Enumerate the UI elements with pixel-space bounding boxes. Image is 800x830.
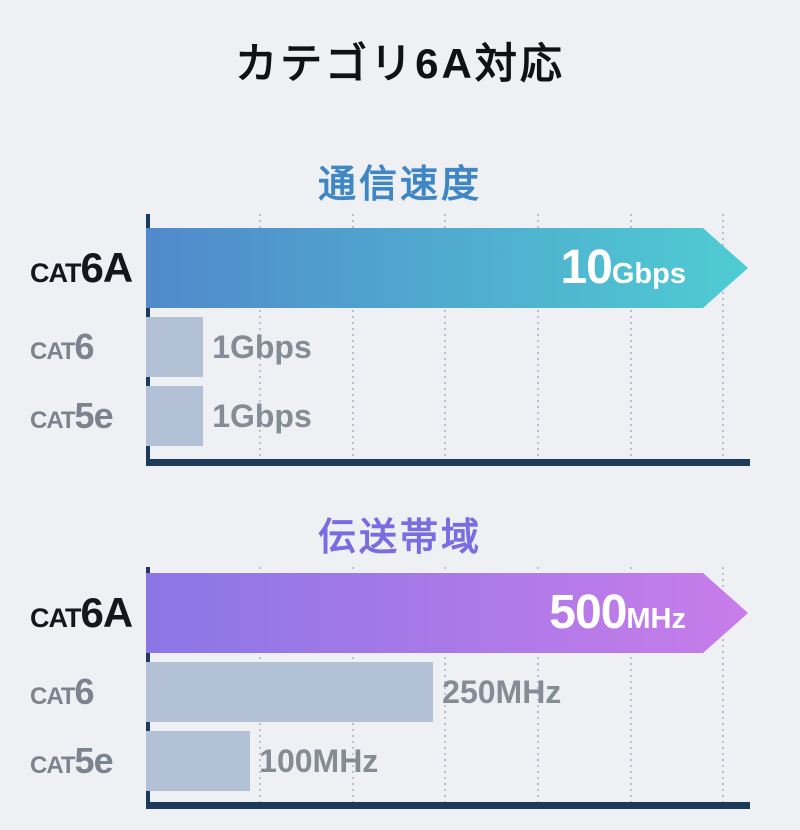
category-label-cat6: CAT6 bbox=[0, 329, 146, 365]
bandwidth-chart-title: 伝送帯域 bbox=[317, 517, 482, 559]
bandwidth-chart: 伝送帯域 CAT6A 500MHz bbox=[0, 506, 800, 809]
gridline bbox=[352, 214, 354, 459]
category-label-cat6a: CAT6A bbox=[0, 592, 146, 634]
gridline bbox=[630, 214, 632, 459]
bar-zone: 1Gbps bbox=[146, 386, 748, 446]
category-label-cat6: CAT6 bbox=[0, 674, 146, 710]
category-name: 5e bbox=[74, 740, 114, 781]
category-prefix: CAT bbox=[30, 258, 81, 288]
page-title: カテゴリ6A対応 bbox=[235, 40, 565, 87]
bar-zone: 250MHz bbox=[146, 662, 748, 722]
speed-row-cat6a: CAT6A 10Gbps bbox=[0, 228, 748, 308]
category-prefix: CAT bbox=[30, 407, 76, 434]
bandwidth-rows: CAT6A 500MHz CAT6 250MHz bbox=[0, 573, 748, 791]
speed-chart-title: 通信速度 bbox=[317, 164, 482, 206]
bar-value-label: 1Gbps bbox=[212, 398, 312, 434]
category-prefix: CAT bbox=[30, 603, 81, 633]
gridline bbox=[259, 214, 261, 459]
value-unit: MHz bbox=[626, 603, 686, 635]
bar-zone: 10Gbps bbox=[146, 228, 748, 308]
bar-cat6a-bandwidth: 500MHz bbox=[146, 573, 748, 653]
category-name: 6A bbox=[80, 244, 134, 291]
bar-zone: 100MHz bbox=[146, 731, 748, 791]
category-name: 6A bbox=[80, 589, 134, 636]
infographic-page: カテゴリ6A対応 通信速度 CAT6A 10Gbps bbox=[0, 30, 800, 830]
x-axis-line bbox=[146, 802, 750, 809]
value-number: 10 bbox=[560, 241, 612, 294]
bandwidth-chart-plot: CAT6A 500MHz CAT6 250MHz bbox=[0, 567, 800, 809]
category-prefix: CAT bbox=[30, 752, 76, 779]
category-label-cat6a: CAT6A bbox=[0, 247, 146, 289]
gridline bbox=[444, 214, 446, 459]
speed-chart-plot: CAT6A 10Gbps CAT6 1Gbps bbox=[0, 214, 800, 466]
speed-row-cat6: CAT6 1Gbps bbox=[0, 317, 748, 377]
category-label-cat5e: CAT5e bbox=[0, 398, 146, 434]
gridline bbox=[722, 567, 724, 802]
bar-cat6a-speed: 10Gbps bbox=[146, 228, 748, 308]
speed-chart: 通信速度 CAT6A 10Gbps bbox=[0, 153, 800, 466]
speed-rows: CAT6A 10Gbps CAT6 1Gbps bbox=[0, 228, 748, 446]
bar-value-label: 500MHz bbox=[549, 589, 686, 637]
category-name: 5e bbox=[74, 395, 114, 436]
category-name: 6 bbox=[74, 671, 95, 712]
bar-zone: 1Gbps bbox=[146, 317, 748, 377]
speed-row-cat5e: CAT5e 1Gbps bbox=[0, 386, 748, 446]
bar-value-label: 250MHz bbox=[442, 674, 562, 710]
bar-value-label: 10Gbps bbox=[560, 244, 686, 292]
bandwidth-row-cat6: CAT6 250MHz bbox=[0, 662, 748, 722]
value-unit: Gbps bbox=[611, 258, 686, 290]
bar-value-label: 1Gbps bbox=[212, 329, 312, 365]
value-number: 500 bbox=[549, 586, 627, 639]
category-prefix: CAT bbox=[30, 683, 76, 710]
x-axis-line bbox=[146, 459, 750, 466]
bar-cat6-bandwidth bbox=[146, 662, 434, 722]
bar-value-label: 100MHz bbox=[259, 743, 379, 779]
bandwidth-row-cat6a: CAT6A 500MHz bbox=[0, 573, 748, 653]
bar-zone: 500MHz bbox=[146, 573, 748, 653]
gridline bbox=[630, 567, 632, 802]
gridline bbox=[537, 567, 539, 802]
gridline bbox=[537, 214, 539, 459]
category-label-cat5e: CAT5e bbox=[0, 743, 146, 779]
category-prefix: CAT bbox=[30, 338, 76, 365]
bar-cat5e-speed bbox=[146, 386, 204, 446]
bar-cat6-speed bbox=[146, 317, 204, 377]
gridline bbox=[722, 214, 724, 459]
gridline bbox=[444, 567, 446, 802]
speed-gridlines bbox=[146, 214, 748, 459]
bar-cat5e-bandwidth bbox=[146, 731, 251, 791]
category-name: 6 bbox=[74, 326, 95, 367]
bandwidth-row-cat5e: CAT5e 100MHz bbox=[0, 731, 748, 791]
